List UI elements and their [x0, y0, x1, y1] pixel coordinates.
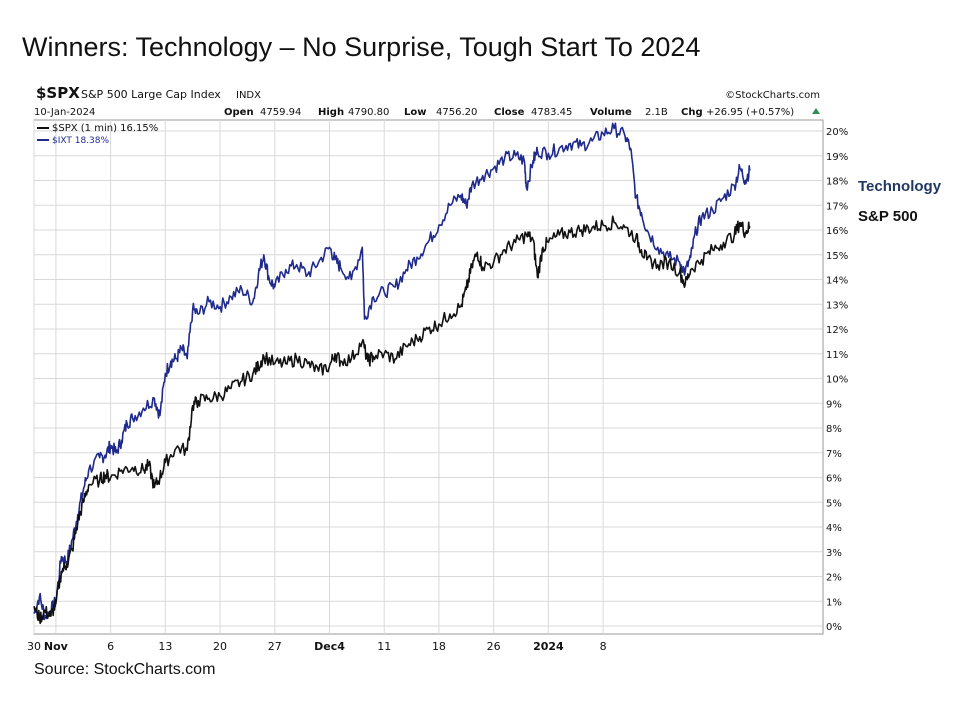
- ixt-series-line: [33, 122, 751, 621]
- x-tick-label: 8: [600, 640, 607, 653]
- y-tick-label: 6%: [826, 474, 842, 485]
- legend-spx: $SPX (1 min) 16.15%: [52, 123, 158, 134]
- close-label: Close: [494, 107, 525, 118]
- spx-series-line: [33, 215, 751, 625]
- y-tick-label: 18%: [826, 177, 848, 188]
- x-tick-label: 6: [107, 640, 114, 653]
- chg-label: Chg: [681, 107, 703, 118]
- y-tick-label: 16%: [826, 226, 848, 237]
- y-axis-ticks: 0% 1% 2% 3% 4% 5% 6% 7% 8% 9% 10% 11% 12% 13% 14% 15% 16…: [826, 127, 848, 633]
- date-text: 10-Jan-2024: [34, 107, 95, 118]
- sp500-label: S&P 500: [858, 208, 918, 225]
- y-tick-label: 3%: [826, 548, 842, 559]
- y-tick-label: 9%: [826, 399, 842, 410]
- volume-value: 2.1B: [645, 107, 668, 118]
- y-tick-label: 7%: [826, 449, 842, 460]
- chart-frame-bg: [34, 80, 823, 640]
- x-gridlines: [33, 120, 604, 634]
- index-name-text: S&P 500 Large Cap Index: [81, 88, 221, 101]
- open-label: Open: [224, 107, 254, 118]
- y-tick-label: 12%: [826, 325, 848, 336]
- series-layer: [33, 122, 751, 625]
- high-value: 4790.80: [348, 107, 389, 118]
- high-label: High: [318, 107, 344, 118]
- technology-label: Technology: [858, 178, 942, 195]
- source-text: Source: StockCharts.com: [34, 661, 216, 678]
- chart-legend: $SPX (1 min) 16.15% $IXT 18.38%: [37, 123, 158, 146]
- x-tick-label: 11: [377, 640, 391, 653]
- x-tick-label: 2024: [533, 640, 564, 653]
- y-tick-label: 14%: [826, 276, 848, 287]
- y-tick-label: 11%: [826, 350, 848, 361]
- watermark-text: ©StockCharts.com: [725, 90, 820, 101]
- exchange-text: INDX: [236, 90, 261, 101]
- x-tick-label: 18: [432, 640, 446, 653]
- y-gridlines: [34, 130, 822, 627]
- x-tick-label: 26: [487, 640, 501, 653]
- x-tick-label: Nov: [44, 640, 69, 653]
- x-tick-label: 27: [268, 640, 282, 653]
- y-tick-label: 1%: [826, 597, 842, 608]
- low-value: 4756.20: [436, 107, 477, 118]
- y-tick-label: 13%: [826, 300, 848, 311]
- open-value: 4759.94: [260, 107, 301, 118]
- close-value: 4783.45: [531, 107, 572, 118]
- x-tick-label: 13: [158, 640, 172, 653]
- y-tick-label: 5%: [826, 498, 842, 509]
- y-tick-label: 10%: [826, 375, 848, 386]
- y-tick-label: 19%: [826, 152, 848, 163]
- x-tick-label: Dec4: [314, 640, 345, 653]
- symbol-text[interactable]: $SPX: [36, 84, 80, 102]
- x-tick-label: 30: [27, 640, 41, 653]
- y-tick-label: 0%: [826, 622, 842, 633]
- x-tick-label: 20: [213, 640, 227, 653]
- chg-value: +26.95 (+0.57%): [706, 107, 794, 118]
- y-tick-label: 8%: [826, 424, 842, 435]
- y-tick-label: 20%: [826, 127, 848, 138]
- y-tick-label: 15%: [826, 251, 848, 262]
- legend-ixt: $IXT 18.38%: [52, 136, 110, 146]
- slide-title: Winners: Technology – No Surprise, Tough…: [22, 32, 701, 62]
- volume-label: Volume: [590, 107, 632, 118]
- chart-header: $SPX S&P 500 Large Cap Index INDX ©Stock…: [34, 84, 820, 118]
- chg-up-arrow-icon: [812, 108, 820, 114]
- low-label: Low: [404, 107, 426, 118]
- y-tick-label: 2%: [826, 573, 842, 584]
- y-tick-label: 4%: [826, 523, 842, 534]
- y-tick-label: 17%: [826, 201, 848, 212]
- x-axis-ticks: 30 Nov 6 13 20 27 Dec4 11 18 26 2024 8: [27, 640, 607, 653]
